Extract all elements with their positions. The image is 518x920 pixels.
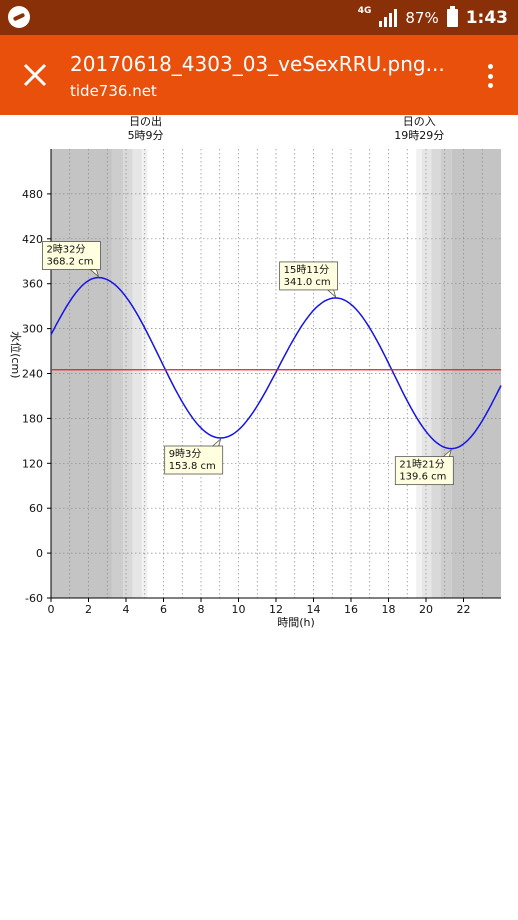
- x-tick-label: 2: [85, 603, 92, 616]
- signal-icon: [379, 8, 398, 27]
- sunset-time: 19時29分: [394, 129, 444, 142]
- annotation-box: [42, 241, 101, 270]
- y-tick-label: 480: [22, 188, 43, 201]
- x-tick-label: 18: [382, 603, 396, 616]
- tide-chart: -60 0 60 120 180 240 300 360 420 480 0 2 4 6 8 10 12 14 16…: [9, 115, 502, 629]
- night-band: [132, 149, 142, 598]
- x-tick-label: 4: [123, 603, 130, 616]
- y-tick-label: 420: [22, 233, 43, 246]
- annotation-box: [279, 261, 339, 291]
- y-tick-label: 180: [22, 412, 43, 425]
- annotation-time: 15時11分: [284, 264, 329, 276]
- y-tick-label: 120: [22, 457, 43, 470]
- annotation-box: [394, 456, 454, 486]
- x-tick-label: 14: [307, 603, 321, 616]
- night-band: [440, 149, 452, 598]
- page-url: tide736.net: [70, 82, 157, 100]
- annotation-pointer: [326, 289, 337, 299]
- night-band: [111, 149, 124, 598]
- clock: 1:43: [465, 7, 508, 28]
- page-title: 20170618_4303_03_veSexRRU.png...: [70, 52, 445, 76]
- sunrise-time: 5時9分: [128, 129, 164, 142]
- x-tick-label: 10: [232, 603, 246, 616]
- y-tick-label: -60: [25, 592, 43, 605]
- annotation-time: 9時3分: [169, 448, 202, 460]
- annotation-time: 2時32分: [46, 244, 85, 256]
- annotation-value: 153.8 cm: [169, 461, 216, 472]
- night-band: [51, 149, 112, 598]
- x-tick-label: 16: [344, 603, 358, 616]
- annotation-value: 139.6 cm: [399, 472, 446, 483]
- y-tick-label: 300: [22, 323, 43, 336]
- x-tick-label: 22: [457, 603, 471, 616]
- y-tick-label: 360: [22, 278, 43, 291]
- status-bar: 4G 87% 1:43: [0, 0, 518, 35]
- battery-percent: 87%: [405, 8, 439, 27]
- annotation-pointer: [211, 437, 222, 447]
- y-axis-label: 水位(cm): [9, 331, 23, 378]
- status-indicators: 4G 87% 1:43: [358, 0, 508, 35]
- app-logo-icon: [8, 6, 30, 28]
- annotation-pointer: [89, 269, 100, 278]
- annotation-value: 341.0 cm: [284, 277, 331, 288]
- battery-icon: [446, 5, 458, 27]
- close-icon[interactable]: [22, 62, 48, 88]
- sunset-label: 日の入: [403, 115, 436, 128]
- tide-series-line: [50, 276, 502, 450]
- more-vert-icon[interactable]: [486, 64, 494, 88]
- app-bar: 20170618_4303_03_veSexRRU.png... tide736…: [0, 35, 518, 115]
- night-band: [421, 149, 432, 598]
- annotation-pointer: [442, 448, 453, 458]
- y-tick-label: 0: [36, 547, 43, 560]
- annotation-value: 368.2 cm: [46, 257, 93, 268]
- x-axis-label: 時間(h): [277, 616, 315, 629]
- x-tick-label: 12: [269, 603, 283, 616]
- x-tick-label: 0: [48, 603, 55, 616]
- y-tick-label: 60: [29, 502, 43, 515]
- network-type: 4G: [357, 5, 372, 16]
- sunrise-label: 日の出: [129, 115, 162, 128]
- x-tick-label: 20: [419, 603, 433, 616]
- annotation-box: [164, 445, 224, 475]
- y-tick-label: 240: [22, 368, 43, 381]
- annotation-time: 21時21分: [399, 459, 444, 471]
- x-tick-label: 8: [198, 603, 205, 616]
- x-tick-label: 6: [160, 603, 167, 616]
